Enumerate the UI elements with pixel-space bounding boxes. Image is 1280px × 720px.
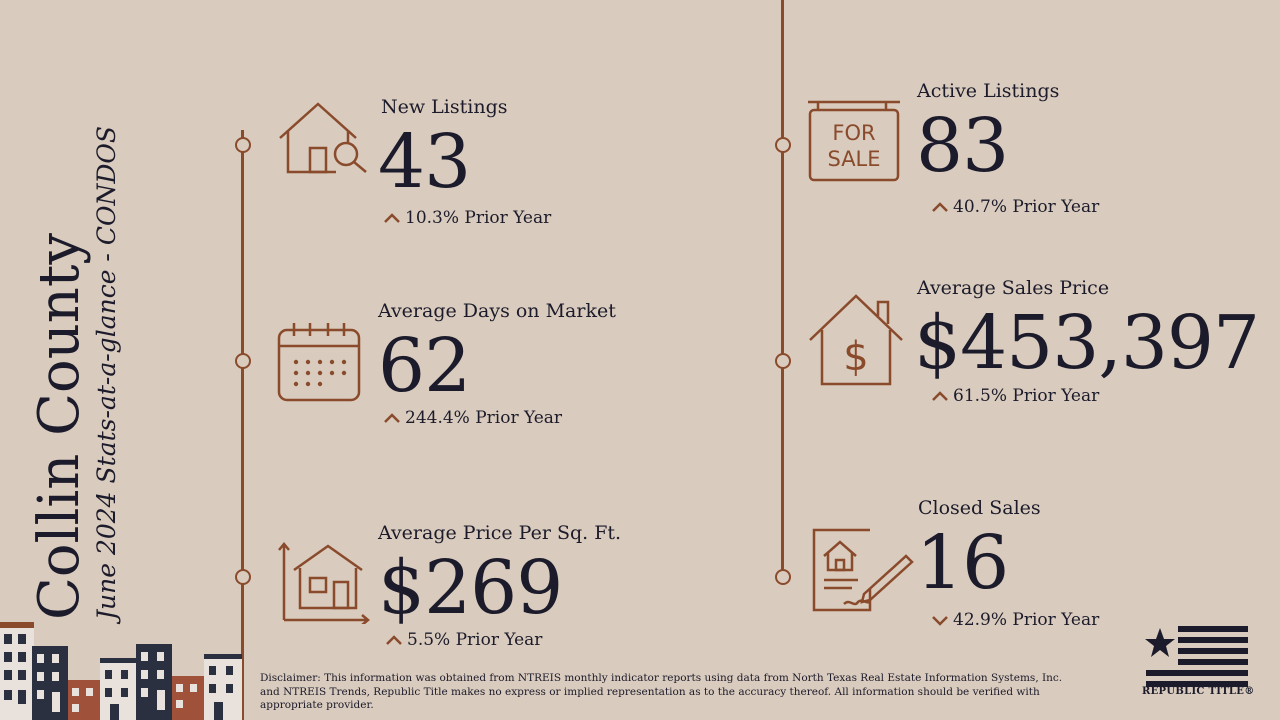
timeline-node (775, 137, 791, 153)
timeline-node (775, 353, 791, 369)
svg-text:$: $ (843, 334, 868, 380)
arrow-up-icon (384, 413, 400, 423)
days-on-market-label: Average Days on Market (378, 300, 616, 322)
timeline-node (775, 569, 791, 585)
days-on-market-value: 62 (378, 323, 471, 409)
active-listings-change: 40.7% Prior Year (931, 197, 1099, 217)
house-dollar-icon: $ (809, 294, 903, 386)
arrow-up-icon (932, 391, 948, 401)
arrow-up-icon (932, 202, 948, 212)
price-per-sqft-change: 5.5% Prior Year (385, 630, 542, 650)
price-per-sqft-value: $269 (378, 545, 563, 631)
subtitle: June 2024 Stats-at-a-glance - CONDOS (92, 126, 121, 620)
avg-sales-price-change: 61.5% Prior Year (931, 386, 1099, 406)
arrow-down-icon (932, 616, 948, 626)
disclaimer: Disclaimer: This information was obtaine… (260, 672, 1063, 711)
avg-sales-price-label: Average Sales Price (917, 277, 1110, 299)
closed-sales-change-text: 42.9% Prior Year (953, 610, 1100, 630)
new-listings-change-text: 10.3% Prior Year (405, 208, 552, 228)
right-timeline (781, 0, 784, 578)
new-listings-change: 10.3% Prior Year (383, 208, 551, 228)
days-on-market-change: 244.4% Prior Year (383, 408, 562, 428)
county-title: Collin County (27, 233, 92, 620)
for-sale-sign-icon (808, 100, 900, 182)
new-listings-label: New Listings (381, 96, 508, 118)
for-sale-line1: FOR (832, 121, 876, 145)
new-listings-value: 43 (378, 119, 471, 205)
closed-sales-label: Closed Sales (918, 497, 1041, 519)
avg-sales-price-change-text: 61.5% Prior Year (953, 386, 1100, 406)
arrow-up-icon (386, 635, 402, 645)
timeline-node (235, 137, 251, 153)
active-listings-change-text: 40.7% Prior Year (953, 197, 1100, 217)
for-sale-line2: SALE (827, 147, 881, 171)
closed-sales-value: 16 (916, 520, 1009, 606)
price-per-sqft-change-text: 5.5% Prior Year (407, 630, 543, 650)
avg-sales-price-value: $453,397 (914, 300, 1260, 386)
logo-text: REPUBLIC TITLE® (1142, 686, 1255, 697)
vertical-title: Collin County June 2024 Stats-at-a-glanc… (27, 126, 122, 620)
left-timeline (241, 130, 244, 720)
for-sale-sign-text: FOR SALE (806, 120, 902, 172)
timeline-node (235, 569, 251, 585)
house-measure-icon (278, 542, 370, 624)
signed-contract-icon (812, 528, 914, 612)
republic-title-logo (1145, 626, 1248, 687)
house-search-icon (279, 102, 367, 174)
townhouses-illustration (0, 622, 242, 720)
closed-sales-change: 42.9% Prior Year (931, 610, 1099, 630)
timeline-node (235, 353, 251, 369)
active-listings-value: 83 (916, 103, 1009, 189)
arrow-up-icon (384, 213, 400, 223)
price-per-sqft-label: Average Price Per Sq. Ft. (378, 522, 622, 544)
days-on-market-change-text: 244.4% Prior Year (405, 408, 563, 428)
calendar-icon (277, 323, 361, 402)
active-listings-label: Active Listings (917, 80, 1060, 102)
